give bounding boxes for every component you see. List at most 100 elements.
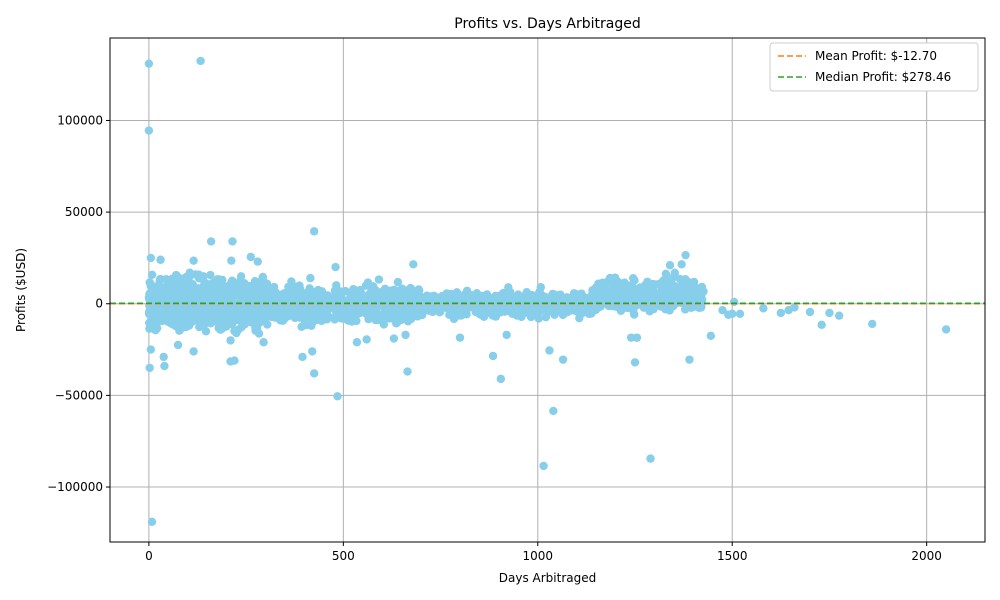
scatter-point bbox=[165, 310, 174, 320]
scatter-point bbox=[300, 318, 310, 328]
scatter-point bbox=[320, 290, 329, 300]
scatter-point bbox=[417, 310, 427, 320]
scatter-point bbox=[187, 309, 196, 319]
scatter-point bbox=[491, 295, 500, 304]
scatter-point bbox=[670, 268, 679, 278]
chart-title: Profits vs. Days Arbitraged bbox=[454, 16, 640, 32]
scatter-point bbox=[457, 294, 467, 304]
scatter-point bbox=[759, 304, 768, 313]
scatter-point bbox=[147, 517, 157, 527]
scatter-point bbox=[604, 291, 614, 300]
scatter-point bbox=[267, 312, 277, 322]
scatter-point bbox=[457, 311, 466, 320]
scatter-point bbox=[334, 309, 343, 319]
scatter-point bbox=[594, 279, 603, 288]
legend: Mean Profit: $-12.70 Median Profit: $278… bbox=[769, 42, 979, 92]
scatter-point bbox=[200, 316, 209, 326]
scatter-point bbox=[158, 307, 167, 316]
scatter-point bbox=[286, 288, 295, 297]
scatter-point bbox=[159, 352, 168, 362]
scatter-point bbox=[442, 303, 451, 313]
scatter-point bbox=[729, 297, 739, 307]
scatter-point bbox=[206, 270, 215, 280]
scatter-point bbox=[356, 285, 365, 295]
scatter-point bbox=[254, 329, 264, 338]
scatter-point bbox=[196, 56, 205, 66]
scatter-point bbox=[194, 284, 203, 293]
scatter-point bbox=[677, 260, 686, 269]
scatter-point bbox=[834, 311, 844, 320]
scatter-point bbox=[193, 291, 203, 300]
scatter-point bbox=[147, 270, 157, 280]
scatter-point bbox=[534, 314, 543, 323]
scatter-point bbox=[228, 237, 237, 246]
scatter-point bbox=[433, 293, 443, 303]
scatter-point bbox=[496, 374, 506, 384]
y-tick-label: 50000 bbox=[65, 205, 103, 219]
scatter-point bbox=[223, 311, 233, 321]
scatter-point bbox=[319, 312, 329, 321]
scatter-point bbox=[305, 288, 314, 298]
scatter-point bbox=[544, 304, 553, 314]
scatter-point bbox=[145, 363, 154, 373]
scatter-point bbox=[342, 307, 352, 316]
x-tick-label: 500 bbox=[332, 549, 355, 563]
scatter-point bbox=[665, 261, 675, 270]
scatter-point bbox=[475, 309, 484, 319]
scatter-point bbox=[332, 297, 342, 307]
scatter-point bbox=[664, 283, 673, 292]
legend-box bbox=[769, 42, 979, 92]
scatter-point bbox=[230, 326, 239, 336]
scatter-point bbox=[449, 294, 458, 303]
scatter-point bbox=[467, 293, 477, 303]
scatter-point bbox=[332, 284, 341, 293]
scatter-point bbox=[539, 461, 548, 471]
scatter-point bbox=[246, 252, 255, 262]
scatter-point bbox=[298, 309, 307, 318]
scatter-point bbox=[240, 292, 249, 301]
scatter-point bbox=[184, 273, 194, 282]
scatter-point bbox=[156, 274, 165, 284]
scatter-point bbox=[171, 294, 181, 303]
scatter-point bbox=[216, 305, 226, 314]
x-tick-label: 1500 bbox=[717, 549, 748, 563]
scatter-point bbox=[239, 314, 248, 324]
x-tick-label: 2000 bbox=[911, 549, 942, 563]
scatter-point bbox=[164, 275, 174, 285]
scatter-point bbox=[144, 126, 154, 135]
scatter-point bbox=[449, 309, 459, 318]
scatter-point bbox=[868, 319, 877, 329]
scatter-point bbox=[210, 292, 220, 301]
scatter-point bbox=[173, 319, 183, 329]
scatter-point bbox=[706, 331, 716, 341]
scatter-point bbox=[228, 276, 237, 285]
scatter-point bbox=[303, 300, 312, 310]
scatter-point bbox=[735, 309, 745, 319]
scatter-point bbox=[152, 323, 162, 333]
scatter-point bbox=[263, 320, 272, 329]
scatter-point bbox=[240, 279, 249, 288]
plot-frame bbox=[109, 37, 986, 543]
scatter-point bbox=[362, 335, 371, 344]
scatter-point bbox=[632, 333, 642, 342]
scatter-point bbox=[144, 59, 154, 68]
scatter-point bbox=[308, 347, 317, 356]
scatter-point bbox=[253, 257, 262, 266]
scatter-points bbox=[144, 56, 951, 527]
scatter-point bbox=[535, 287, 544, 297]
y-tick-label: 100000 bbox=[57, 113, 103, 127]
scatter-point bbox=[679, 288, 689, 298]
scatter-point bbox=[236, 272, 246, 281]
scatter-point bbox=[191, 270, 200, 279]
scatter-point bbox=[333, 392, 342, 401]
scatter-point bbox=[657, 288, 666, 297]
scatter-point bbox=[401, 286, 410, 295]
scatter-point bbox=[825, 308, 834, 318]
scatter-point bbox=[558, 355, 568, 364]
scatter-point bbox=[409, 260, 418, 269]
scatter-point bbox=[344, 316, 353, 325]
scatter-point bbox=[389, 334, 399, 343]
scatter-point bbox=[549, 406, 558, 416]
scatter-point bbox=[612, 289, 622, 299]
scatter-point bbox=[941, 325, 951, 334]
